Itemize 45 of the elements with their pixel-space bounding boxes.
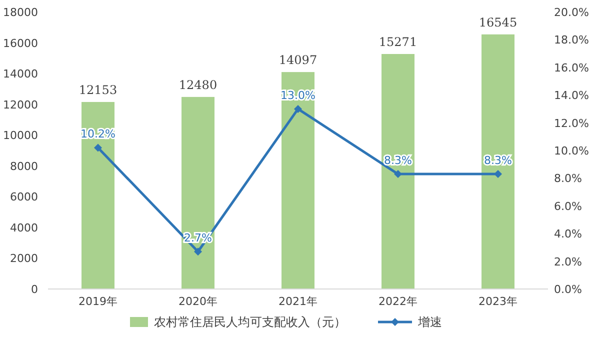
y-tick-label: 14000 [3, 68, 38, 81]
y2-tick-label: 10.0% [554, 144, 589, 158]
data-label: 12480 [178, 78, 218, 92]
y-tick-label: 2000 [10, 252, 38, 266]
x-tick-label: 2019年 [78, 295, 118, 308]
y-tick-label: 18000 [3, 6, 38, 19]
x-tick-label: 2022年 [378, 295, 418, 308]
point [294, 104, 302, 113]
y-tick-label: 4000 [10, 221, 38, 234]
point [194, 248, 202, 256]
y2-tick-label: 12.0% [554, 116, 589, 130]
bar [82, 102, 114, 289]
y2-tick-label: 14.0% [554, 89, 589, 102]
bar [382, 54, 414, 289]
y-tick-label: 16000 [3, 36, 38, 50]
data-label: 8.3% [384, 154, 412, 168]
y2-tick-label: 4.0% [554, 228, 582, 241]
bar [182, 96, 214, 289]
y2-tick-label: 6.0% [554, 200, 582, 213]
legend-label: 增速 [417, 315, 442, 329]
y-tick-label: 0 [31, 283, 38, 296]
data-label: 16545 [478, 15, 518, 30]
point [494, 170, 502, 178]
y-tick-label: 12000 [3, 98, 38, 112]
y2-tick-label: 2.0% [554, 255, 582, 268]
legend-label: 农村常住居民人均可支配收入（元） [154, 315, 346, 329]
bar [482, 34, 514, 289]
data-label: 8.3% [484, 154, 512, 168]
y-tick-label: 6000 [10, 190, 38, 204]
point [94, 144, 102, 152]
x-tick-label: 2021年 [278, 295, 318, 308]
data-label: 12153 [78, 82, 118, 97]
point [394, 170, 402, 178]
data-label: 15271 [378, 34, 418, 49]
y2-tick-label: 0.0% [554, 283, 582, 296]
bar [282, 72, 314, 289]
y2-tick-label: 18.0% [554, 34, 589, 47]
y-tick-label: 8000 [10, 160, 38, 173]
y-tick-label: 10000 [3, 129, 38, 142]
data-label: 14097 [278, 53, 318, 68]
x-tick-label: 2020年 [178, 295, 218, 308]
x-tick-label: 2023年 [478, 295, 518, 308]
y2-tick-label: 20.0% [554, 6, 589, 19]
y2-tick-label: 16.0% [554, 61, 589, 74]
y2-tick-label: 8.0% [554, 172, 582, 186]
